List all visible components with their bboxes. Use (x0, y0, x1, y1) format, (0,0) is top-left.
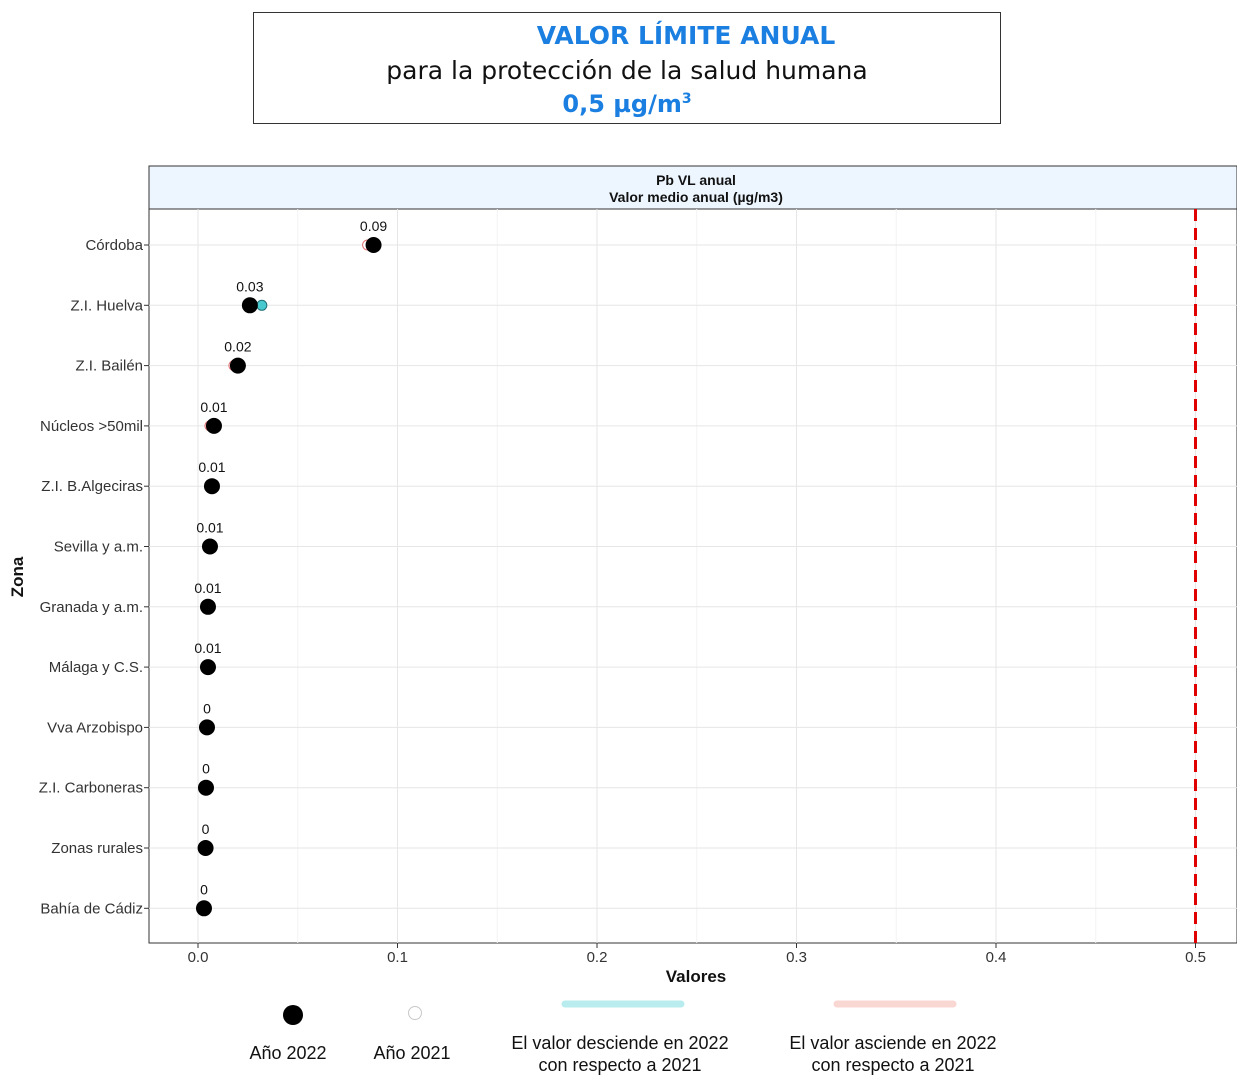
limit-value-text: 0,5 µg/m (562, 90, 682, 118)
legend-symbol-2022 (283, 1005, 303, 1025)
point-2022 (197, 840, 214, 856)
point-2022 (229, 357, 246, 374)
point-2022 (201, 538, 218, 555)
point-value-label: 0 (202, 821, 210, 837)
legend-label-ascend-line2: con respecto a 2021 (811, 1055, 974, 1075)
point-value-label: 0 (200, 881, 208, 897)
point-value-label: 0.09 (360, 218, 387, 234)
x-tick-label: 0.2 (587, 949, 608, 966)
legend-label-2022: Año 2022 (249, 1043, 326, 1063)
y-tick-label: Sevilla y a.m. (54, 539, 143, 556)
y-tick-label: Z.I. B.Algeciras (41, 478, 143, 495)
legend-label-descend-line2: con respecto a 2021 (538, 1055, 701, 1075)
x-tick-label: 0.1 (387, 949, 408, 966)
y-tick-label: Zonas rurales (51, 840, 143, 857)
y-axis-labels: Córdoba Z.I. Huelva Z.I. Bailén Núcleos >50… (39, 237, 149, 917)
x-tick-label: 0.3 (786, 949, 807, 966)
point-value-label: 0.01 (196, 520, 223, 536)
x-axis-labels: 0.0 0.1 0.2 0.3 0.4 0.5 (188, 943, 1206, 966)
y-tick-label: Z.I. Huelva (70, 297, 143, 314)
point-2022 (365, 237, 382, 253)
y-tick-label: Z.I. Carboneras (39, 780, 143, 797)
point-2022 (195, 900, 212, 917)
point-value-label: 0 (202, 761, 210, 777)
y-tick-label: Z.I. Bailén (75, 358, 143, 375)
legend-label-descend-line1: El valor desciende en 2022 (511, 1033, 728, 1053)
plot-panel (148, 208, 1237, 944)
legend: Año 2022 Año 2021 El valor desciende en … (249, 1000, 997, 1075)
point-value-label: 0.01 (200, 399, 227, 415)
point-2022 (197, 779, 214, 796)
grid-lines (149, 209, 1237, 943)
limit-value-superscript: 3 (681, 91, 692, 107)
legend-symbol-2021 (408, 1006, 422, 1020)
point-2022 (199, 598, 216, 615)
point-value-label: 0 (203, 700, 211, 716)
point-2022 (203, 478, 220, 495)
point-value-label: 0.01 (194, 580, 221, 596)
y-tick-label: Vva Arzobispo (47, 719, 143, 736)
title-line-2: para la protección de la salud humana (386, 56, 868, 85)
point-value-label: 0.02 (224, 339, 251, 355)
point-2022 (241, 297, 258, 314)
y-axis-title: Zona (8, 556, 27, 597)
y-tick-label: Córdoba (85, 237, 143, 254)
x-tick-label: 0.0 (188, 949, 209, 966)
legend-label-2021: Año 2021 (373, 1043, 450, 1063)
point-value-label: 0.01 (198, 459, 225, 475)
panel-subtitle: Valor medio anual (µg/m3) (609, 189, 783, 205)
y-tick-label: Granada y a.m. (40, 599, 143, 616)
legend-label-ascend-line1: El valor asciende en 2022 (789, 1033, 996, 1053)
panel-title: Pb VL anual (656, 172, 736, 188)
point-2021 (256, 299, 268, 311)
y-tick-label: Bahía de Cádiz (40, 900, 143, 917)
point-value-label: 0.03 (236, 278, 263, 294)
title-line-3: 0,5 µg/m3 (254, 90, 1000, 118)
x-axis-title: Valores (666, 967, 727, 986)
point-value-label: 0.01 (194, 640, 221, 656)
title-line-1: VALOR LÍMITE ANUAL (536, 21, 836, 50)
panel-header (148, 165, 1237, 210)
point-2022 (199, 659, 216, 676)
y-tick-label: Málaga y C.S. (49, 659, 143, 676)
x-tick-label: 0.4 (986, 949, 1007, 966)
data-points: 0.09 0.03 0.02 0.01 0.01 0.01 0.01 0.01 0 0 0 0 (194, 218, 387, 917)
point-2022 (205, 417, 222, 434)
x-tick-label: 0.5 (1185, 949, 1206, 966)
title-box: VALOR LÍMITE ANUAL para la protección de… (253, 12, 1001, 124)
y-tick-label: Núcleos >50mil (40, 418, 143, 435)
point-2022 (198, 719, 215, 736)
